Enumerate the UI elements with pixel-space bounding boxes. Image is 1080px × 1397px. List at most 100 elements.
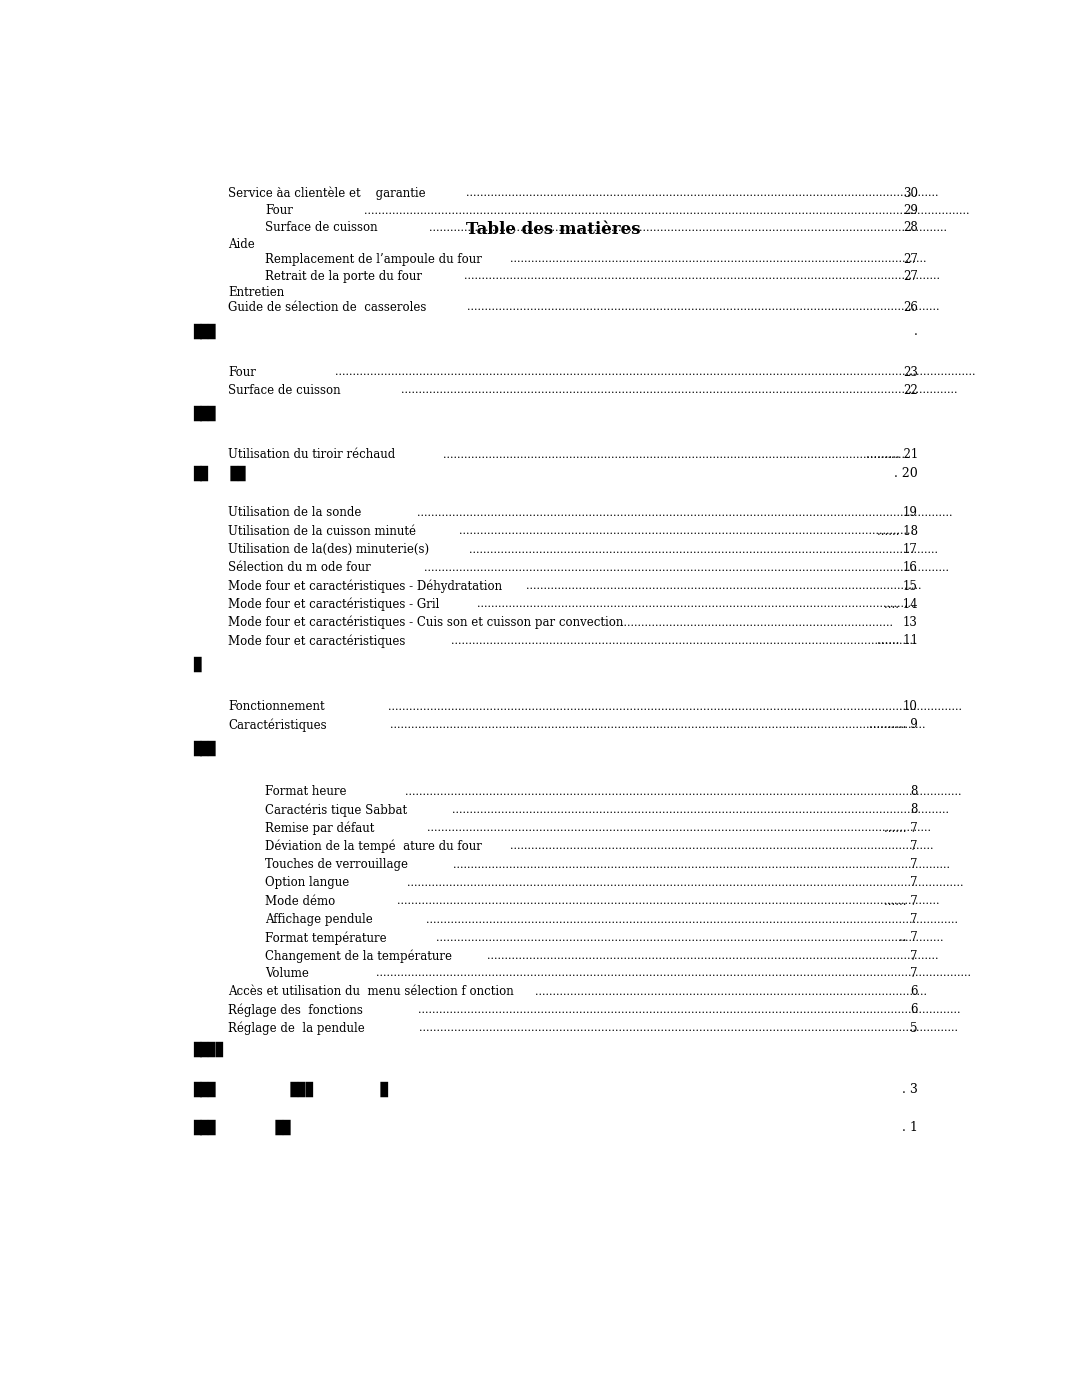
Text: ................................................................................: ........................................… (453, 859, 950, 870)
Text: ███          ███         █: ███ ███ █ (193, 1081, 388, 1097)
Text: ................................................................................: ........................................… (388, 701, 962, 711)
Text: ................................................................................: ........................................… (467, 189, 939, 198)
Text: Déviation de la tempé  ature du four: Déviation de la tempé ature du four (266, 840, 482, 854)
Text: ...... 7: ...... 7 (885, 821, 918, 834)
Text: Remplacement de l’ampoule du four: Remplacement de l’ampoule du four (266, 253, 482, 265)
Text: ................................................................................: ........................................… (535, 986, 927, 996)
Text: ███: ███ (193, 324, 216, 339)
Text: 22: 22 (903, 384, 918, 397)
Text: 8: 8 (910, 785, 918, 798)
Text: Utilisation de la sonde: Utilisation de la sonde (228, 507, 362, 520)
Text: 17: 17 (903, 543, 918, 556)
Text: . 20: . 20 (894, 467, 918, 479)
Text: 30: 30 (903, 187, 918, 200)
Text: Surface de cuisson: Surface de cuisson (228, 384, 340, 397)
Text: ................................................................................: ........................................… (450, 636, 916, 645)
Text: 19: 19 (903, 507, 918, 520)
Text: Caractéristiques: Caractéristiques (228, 718, 326, 732)
Text: █: █ (193, 657, 201, 672)
Text: ................................................................................: ........................................… (477, 599, 915, 609)
Text: Service àa clientèle et    garantie: Service àa clientèle et garantie (228, 187, 426, 200)
Text: .... 14: .... 14 (885, 598, 918, 610)
Text: Touches de verrouillage: Touches de verrouillage (266, 858, 408, 872)
Text: Fonctionnement: Fonctionnement (228, 700, 325, 712)
Text: Remise par défaut: Remise par défaut (266, 821, 375, 835)
Text: 26: 26 (903, 300, 918, 314)
Text: . 3: . 3 (902, 1083, 918, 1097)
Text: ................................................................................: ........................................… (390, 719, 926, 729)
Text: 23: 23 (903, 366, 918, 379)
Text: Caractéris tique Sabbat: Caractéris tique Sabbat (266, 803, 407, 817)
Text: ................................................................................: ........................................… (407, 877, 963, 888)
Text: Mode four et caractéristiques - Déhydratation: Mode four et caractéristiques - Déhydrat… (228, 580, 502, 592)
Text: Option langue: Option langue (266, 876, 350, 890)
Text: ................................................................................: ........................................… (526, 581, 921, 591)
Text: ................................................................................: ........................................… (396, 897, 939, 907)
Text: ███        ██: ███ ██ (193, 1119, 291, 1134)
Text: Utilisation de la(des) minuterie(s): Utilisation de la(des) minuterie(s) (228, 543, 429, 556)
Text: 6: 6 (910, 985, 918, 997)
Text: Mode four et caractéristiques: Mode four et caractéristiques (228, 634, 405, 648)
Text: 7: 7 (910, 967, 918, 979)
Text: 7: 7 (910, 950, 918, 963)
Text: 7: 7 (910, 914, 918, 926)
Text: ................................................................................: ........................................… (418, 1004, 960, 1014)
Text: ................................................................................: ........................................… (453, 805, 949, 814)
Text: ................................................................................: ........................................… (443, 450, 908, 460)
Text: ...... 18: ...... 18 (877, 525, 918, 538)
Text: Utilisation de la cuisson minuté: Utilisation de la cuisson minuté (228, 525, 416, 538)
Text: Changement de la température: Changement de la température (266, 950, 453, 963)
Text: ................................................................................: ........................................… (417, 509, 953, 518)
Text: ................................................................................: ........................................… (459, 527, 914, 536)
Text: ...... 11: ...... 11 (877, 634, 918, 647)
Text: Accès et utilisation du  menu sélection f onction: Accès et utilisation du menu sélection f… (228, 985, 514, 997)
Text: Surface de cuisson: Surface de cuisson (266, 221, 378, 235)
Text: ███: ███ (193, 740, 216, 756)
Text: ................................................................................: ........................................… (463, 271, 940, 281)
Text: ██   ██: ██ ██ (193, 465, 245, 481)
Text: ................................................................................: ........................................… (427, 823, 931, 833)
Text: Entretien: Entretien (228, 286, 284, 299)
Text: ......... 21: ......... 21 (865, 448, 918, 461)
Text: Table des matières: Table des matières (467, 222, 640, 239)
Text: Utilisation du tiroir réchaud: Utilisation du tiroir réchaud (228, 448, 395, 461)
Text: Guide de sélection de  casseroles: Guide de sélection de casseroles (228, 300, 427, 314)
Text: ..............................................................................: ........................................… (620, 617, 893, 627)
Text: ................................................................................: ........................................… (510, 254, 927, 264)
Text: Affichage pendule: Affichage pendule (266, 914, 373, 926)
Text: 10: 10 (903, 700, 918, 712)
Text: ................................................................................: ........................................… (510, 841, 933, 851)
Text: Réglage de  la pendule: Réglage de la pendule (228, 1021, 365, 1035)
Text: Four: Four (266, 204, 293, 217)
Text: 27: 27 (903, 270, 918, 282)
Text: Aide: Aide (228, 237, 255, 250)
Text: .: . (914, 324, 918, 338)
Text: Mode démo: Mode démo (266, 894, 336, 908)
Text: 7: 7 (910, 858, 918, 872)
Text: ███: ███ (193, 405, 216, 420)
Text: .......... 9: .......... 9 (869, 718, 918, 732)
Text: ................................................................................: ........................................… (436, 933, 944, 943)
Text: ................................................................................: ........................................… (376, 968, 971, 978)
Text: Format heure: Format heure (266, 785, 347, 798)
Text: ................................................................................: ........................................… (469, 545, 939, 555)
Text: 5: 5 (910, 1021, 918, 1035)
Text: ████: ████ (193, 1042, 224, 1058)
Text: Four: Four (228, 366, 256, 379)
Text: 27: 27 (903, 253, 918, 265)
Text: ................................................................................: ........................................… (335, 367, 975, 377)
Text: ................................................................................: ........................................… (426, 915, 958, 925)
Text: ...... 7: ...... 7 (885, 894, 918, 908)
Text: ................................................................................: ........................................… (405, 787, 962, 796)
Text: ................................................................................: ........................................… (401, 386, 957, 395)
Text: ................................................................................: ........................................… (419, 1023, 958, 1034)
Text: ................................................................................: ........................................… (487, 951, 939, 961)
Text: Volume: Volume (266, 967, 309, 979)
Text: Format température: Format température (266, 930, 387, 944)
Text: Sélection du m ode four: Sélection du m ode four (228, 562, 370, 574)
Text: Mode four et caractéristiques - Gril: Mode four et caractéristiques - Gril (228, 598, 440, 610)
Text: ................................................................................: ........................................… (364, 205, 969, 215)
Text: Réglage des  fonctions: Réglage des fonctions (228, 1003, 363, 1017)
Text: ................................................................................: ........................................… (423, 563, 949, 573)
Text: 6: 6 (910, 1003, 918, 1017)
